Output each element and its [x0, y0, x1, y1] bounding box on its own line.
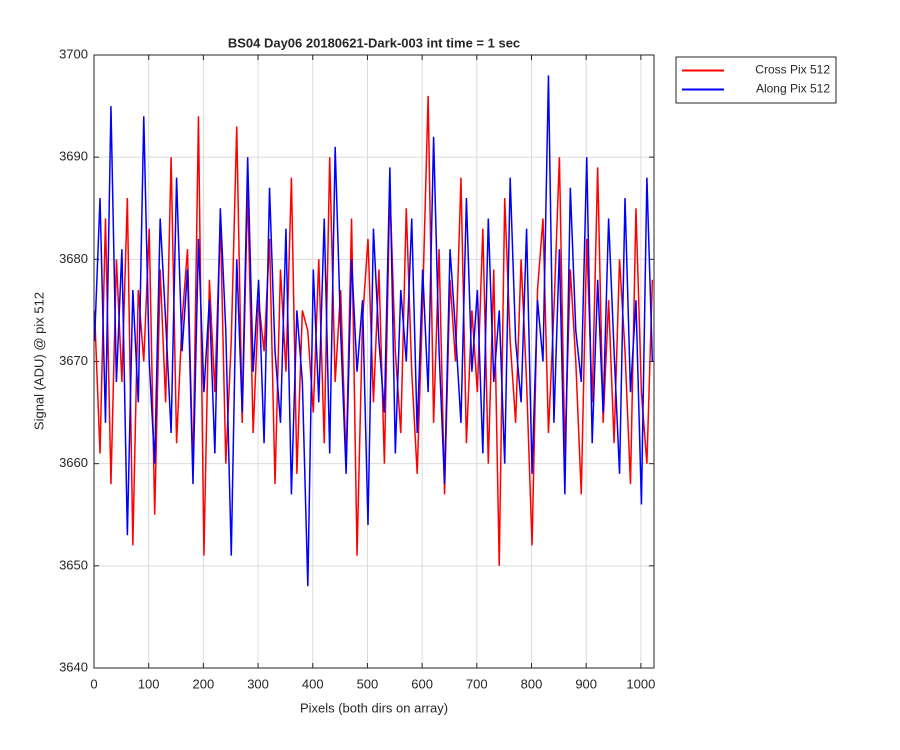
- x-tick-label: 600: [411, 676, 433, 691]
- x-tick-label: 0: [90, 676, 97, 691]
- x-tick-label: 900: [575, 676, 597, 691]
- x-tick-label: 200: [193, 676, 215, 691]
- y-axis-label: Signal (ADU) @ pix 512: [31, 292, 46, 430]
- legend-box: [675, 56, 837, 104]
- data-line: [93, 75, 654, 587]
- x-tick-label: 100: [138, 676, 160, 691]
- data-line: [93, 95, 654, 566]
- x-tick-label: 300: [247, 676, 269, 691]
- y-tick-label: 3650: [59, 557, 88, 572]
- x-tick-label: 1000: [626, 676, 655, 691]
- x-tick-label: 500: [357, 676, 379, 691]
- y-tick-label: 3670: [59, 353, 88, 368]
- y-tick-label: 3680: [59, 251, 88, 266]
- x-tick-label: 400: [302, 676, 324, 691]
- x-tick-label: 800: [521, 676, 543, 691]
- y-tick-label: 3690: [59, 149, 88, 164]
- x-tick-label: 700: [466, 676, 488, 691]
- y-tick-label: 3660: [59, 455, 88, 470]
- y-tick-label: 3700: [59, 46, 88, 61]
- legend-label: Cross Pix 512: [755, 63, 830, 77]
- y-tick-label: 3640: [59, 659, 88, 674]
- chart-title: BS04 Day06 20180621-Dark-003 int time = …: [228, 35, 520, 50]
- legend-label: Along Pix 512: [756, 82, 830, 96]
- plot-frame: [93, 54, 655, 669]
- x-axis-label: Pixels (both dirs on array): [300, 700, 448, 715]
